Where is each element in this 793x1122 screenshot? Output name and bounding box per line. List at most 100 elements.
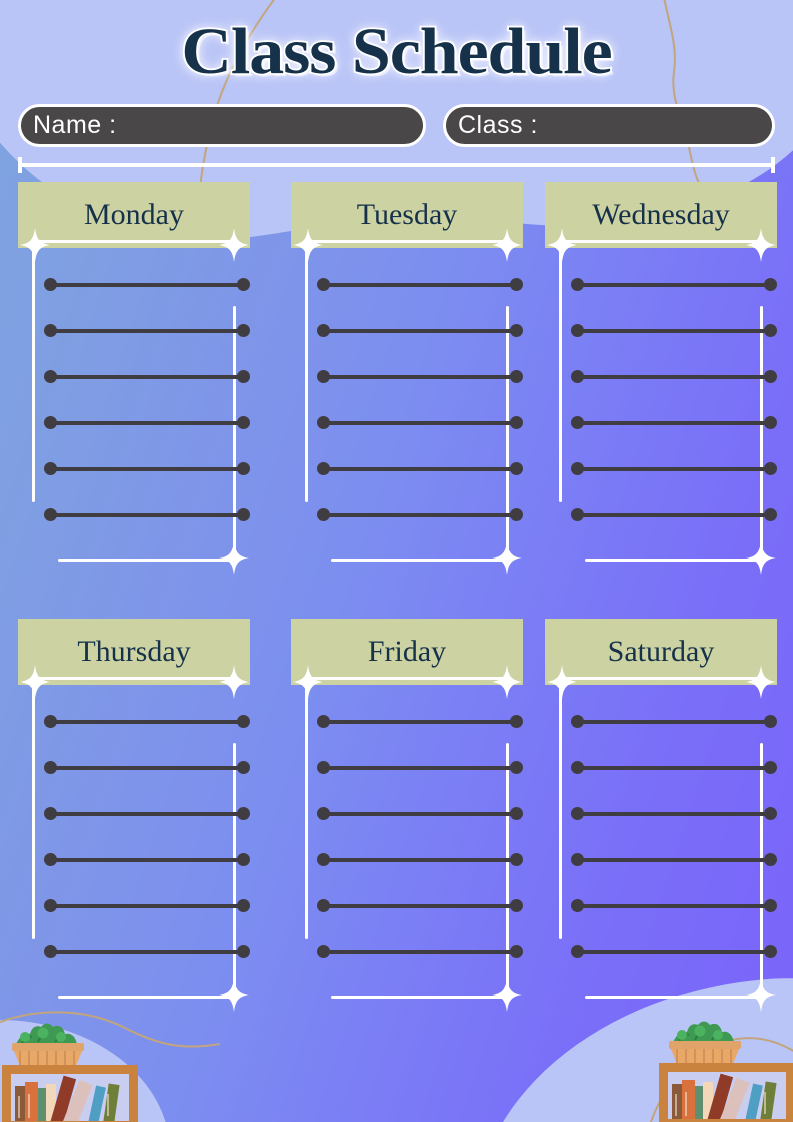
- schedule-line[interactable]: [44, 370, 250, 383]
- schedule-line[interactable]: [571, 853, 777, 866]
- line-dot-right: [510, 715, 523, 728]
- day-label: Tuesday: [356, 198, 458, 231]
- schedule-line[interactable]: [44, 278, 250, 291]
- line-rule: [50, 766, 244, 770]
- line-dot-right: [510, 899, 523, 912]
- schedule-line[interactable]: [44, 945, 250, 958]
- line-dot-right: [510, 462, 523, 475]
- schedule-line[interactable]: [317, 416, 523, 429]
- schedule-line[interactable]: [571, 370, 777, 383]
- schedule-line[interactable]: [317, 508, 523, 521]
- schedule-line[interactable]: [317, 278, 523, 291]
- line-dot-right: [764, 807, 777, 820]
- header-divider: [18, 157, 775, 173]
- schedule-line[interactable]: [317, 899, 523, 912]
- day-lines: [317, 278, 523, 554]
- schedule-line[interactable]: [44, 508, 250, 521]
- line-dot-right: [237, 715, 250, 728]
- day-label: Monday: [84, 198, 184, 231]
- schedule-line[interactable]: [571, 278, 777, 291]
- schedule-line[interactable]: [317, 462, 523, 475]
- line-rule: [323, 812, 517, 816]
- schedule-line[interactable]: [571, 715, 777, 728]
- day-ribbon: Saturday: [545, 619, 777, 685]
- schedule-line[interactable]: [44, 761, 250, 774]
- line-rule: [323, 375, 517, 379]
- day-ribbon: Wednesday: [545, 182, 777, 248]
- line-rule: [577, 950, 771, 954]
- day-label: Wednesday: [592, 198, 730, 231]
- line-rule: [323, 283, 517, 287]
- day-lines: [317, 715, 523, 991]
- schedule-line[interactable]: [317, 715, 523, 728]
- schedule-line[interactable]: [44, 853, 250, 866]
- schedule-line[interactable]: [44, 715, 250, 728]
- line-rule: [323, 950, 517, 954]
- line-dot-right: [237, 370, 250, 383]
- schedule-line[interactable]: [571, 807, 777, 820]
- line-rule: [323, 421, 517, 425]
- day-ribbon: Friday: [291, 619, 523, 685]
- line-dot-right: [237, 899, 250, 912]
- schedule-line[interactable]: [317, 807, 523, 820]
- divider-cap-right: [771, 157, 775, 173]
- schedule-line[interactable]: [571, 462, 777, 475]
- line-rule: [50, 375, 244, 379]
- frame-line-bottom: [58, 996, 236, 999]
- day-ribbon-body: Monday: [18, 182, 250, 248]
- schedule-line[interactable]: [44, 807, 250, 820]
- class-field[interactable]: Class :: [443, 104, 775, 147]
- line-dot-right: [237, 807, 250, 820]
- schedule-line[interactable]: [44, 324, 250, 337]
- schedule-line[interactable]: [317, 324, 523, 337]
- line-dot-right: [510, 853, 523, 866]
- schedule-line[interactable]: [317, 370, 523, 383]
- schedule-line[interactable]: [44, 462, 250, 475]
- line-rule: [323, 858, 517, 862]
- line-dot-right: [237, 945, 250, 958]
- line-dot-right: [237, 278, 250, 291]
- schedule-line[interactable]: [571, 761, 777, 774]
- line-dot-right: [764, 324, 777, 337]
- line-rule: [323, 904, 517, 908]
- schedule-line[interactable]: [317, 945, 523, 958]
- schedule-line[interactable]: [571, 945, 777, 958]
- frame-line-bottom: [331, 559, 509, 562]
- line-dot-right: [764, 761, 777, 774]
- class-field-label: Class :: [458, 111, 538, 139]
- line-rule: [323, 720, 517, 724]
- schedule-line[interactable]: [571, 508, 777, 521]
- line-rule: [577, 766, 771, 770]
- schedule-line[interactable]: [44, 416, 250, 429]
- line-rule: [577, 812, 771, 816]
- page-title: Class Schedule: [179, 13, 614, 90]
- day-lines: [44, 715, 250, 991]
- line-dot-right: [237, 853, 250, 866]
- day-ribbon: Thursday: [18, 619, 250, 685]
- schedule-line[interactable]: [571, 899, 777, 912]
- frame-line-left: [559, 681, 562, 939]
- schedule-line[interactable]: [317, 853, 523, 866]
- line-rule: [577, 904, 771, 908]
- name-field[interactable]: Name :: [18, 104, 426, 147]
- line-rule: [323, 766, 517, 770]
- schedule-line[interactable]: [44, 899, 250, 912]
- schedule-line[interactable]: [571, 324, 777, 337]
- schedule-line[interactable]: [317, 761, 523, 774]
- day-lines: [571, 278, 777, 554]
- line-dot-right: [764, 508, 777, 521]
- day-block-saturday: Saturday: [545, 619, 777, 1012]
- line-dot-right: [764, 462, 777, 475]
- day-ribbon: Tuesday: [291, 182, 523, 248]
- line-dot-right: [237, 462, 250, 475]
- line-rule: [50, 858, 244, 862]
- name-field-label: Name :: [33, 111, 117, 139]
- line-rule: [50, 950, 244, 954]
- line-dot-right: [510, 945, 523, 958]
- line-dot-right: [510, 761, 523, 774]
- day-ribbon-body: Tuesday: [291, 182, 523, 248]
- day-block-thursday: Thursday: [18, 619, 250, 1012]
- schedule-line[interactable]: [571, 416, 777, 429]
- line-rule: [577, 283, 771, 287]
